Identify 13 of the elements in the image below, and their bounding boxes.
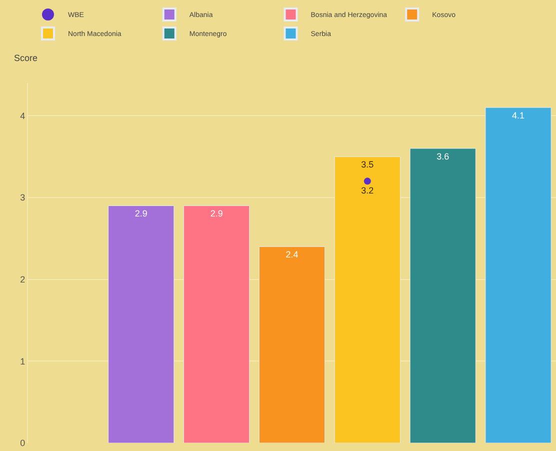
data-label: 2.4 bbox=[286, 250, 298, 260]
y-tick-label: 3 bbox=[20, 192, 26, 203]
y-tick-label: 4 bbox=[20, 110, 26, 121]
data-label: 2.9 bbox=[134, 208, 148, 219]
y-axis-title: Score bbox=[14, 53, 38, 63]
data-label: 3.5 bbox=[361, 160, 374, 170]
data-label: 3.6 bbox=[436, 151, 450, 162]
data-label: 2.9 bbox=[210, 208, 223, 219]
data-label: 3.2 bbox=[361, 185, 374, 196]
y-tick-label: 1 bbox=[20, 356, 26, 366]
y-tick-label: 2 bbox=[20, 274, 26, 285]
data-label: 4.1 bbox=[512, 110, 525, 121]
y-tick-label: 0 bbox=[20, 438, 26, 448]
